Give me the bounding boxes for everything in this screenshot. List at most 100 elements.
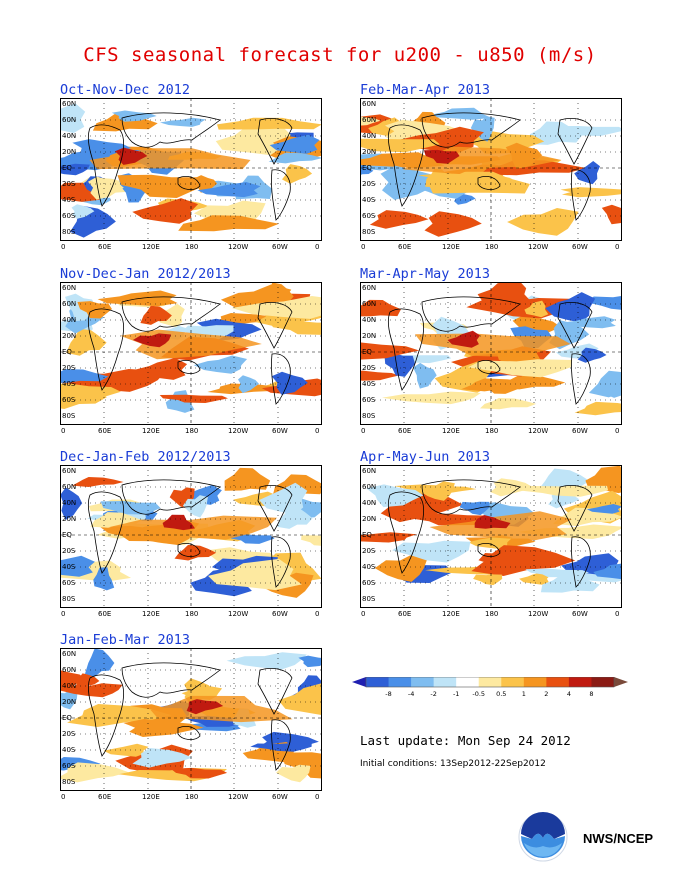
lat-label: 40N (62, 499, 77, 507)
coastline (271, 353, 291, 405)
positive-anomaly-region (231, 296, 322, 319)
lat-label: 60N (62, 100, 77, 108)
lat-label: 40N (62, 132, 77, 140)
positive-anomaly-region (60, 384, 107, 409)
positive-anomaly-region (117, 174, 207, 198)
negative-anomaly-region (226, 652, 307, 670)
lon-label: 0 (61, 610, 66, 618)
lon-label: 60W (272, 243, 288, 251)
lon-label: 180 (485, 427, 499, 435)
lon-label: 120W (528, 427, 549, 435)
lat-label: EQ (362, 348, 372, 356)
lat-label: 20S (362, 180, 376, 188)
initial-conditions-text: Initial conditions: 13Sep2012-22Sep2012 (360, 759, 546, 769)
lon-label: 60E (98, 610, 112, 618)
forecast-panel: Feb-Mar-Apr 2013 60N 60N 40N 20N EQ 20S 40S 60S 8… (360, 82, 630, 257)
positive-anomaly-region (360, 138, 440, 153)
lat-label: 20N (362, 332, 377, 340)
negative-anomaly-region (60, 369, 109, 383)
negative-anomaly-region (228, 534, 275, 544)
lon-label: 0 (361, 243, 366, 251)
lat-label: 60S (362, 579, 376, 587)
coastline (477, 176, 501, 190)
positive-anomaly-region (60, 182, 100, 202)
lat-label: 40S (362, 380, 376, 388)
lat-label: 60S (62, 212, 76, 220)
lat-label: 20N (362, 148, 377, 156)
lat-label: 40N (62, 682, 77, 690)
colorbar-arrow-left (352, 677, 366, 687)
negative-anomaly-region (60, 103, 86, 133)
positive-anomaly-region (140, 305, 172, 325)
lat-label: 60N (362, 100, 377, 108)
lat-label: 60N (362, 483, 377, 491)
positive-anomaly-region (132, 198, 199, 224)
lon-label: 180 (185, 427, 199, 435)
noaa-logo (518, 812, 568, 862)
positive-anomaly-region (374, 554, 428, 582)
positive-anomaly-region (360, 116, 381, 126)
positive-anomaly-region (478, 552, 534, 571)
negative-anomaly-region (586, 504, 622, 514)
negative-anomaly-region (392, 540, 471, 563)
positive-anomaly-region (278, 683, 322, 716)
positive-anomaly-region (524, 300, 549, 318)
negative-anomaly-region (71, 204, 95, 219)
positive-anomaly-region (217, 117, 322, 130)
lon-label: 0 (615, 610, 620, 618)
anomaly-map (360, 98, 622, 241)
positive-anomaly-region (224, 467, 271, 491)
negative-anomaly-region (433, 107, 492, 120)
lon-label: 60W (272, 793, 288, 801)
coastline (87, 674, 124, 757)
lon-label: 60W (572, 243, 588, 251)
positive-anomaly-region (428, 171, 530, 194)
coastline (87, 491, 124, 574)
last-update-text: Last update: Mon Sep 24 2012 (360, 733, 571, 748)
lon-label: 120W (228, 793, 249, 801)
lat-label: 60N (62, 467, 77, 475)
map-frame (60, 465, 322, 608)
forecast-panel: Jan-Feb-Mar 2013 60N 60N 40N 20N EQ 20S 40S 60S 8… (60, 632, 330, 807)
lat-label: 60N (362, 284, 377, 292)
panel-title: Mar-Apr-May 2013 (360, 266, 491, 282)
lon-label: 120E (442, 427, 460, 435)
lat-label: 80S (62, 778, 76, 786)
negative-anomaly-region (93, 567, 115, 591)
tropical-core (423, 149, 460, 164)
lat-label: 80S (62, 412, 76, 420)
lat-label: 40S (62, 563, 76, 571)
lat-label: 60S (62, 396, 76, 404)
lat-label: 20N (62, 148, 77, 156)
coastline (121, 479, 221, 515)
lat-label: EQ (62, 714, 72, 722)
lon-label: 180 (485, 610, 499, 618)
lat-label: EQ (362, 164, 372, 172)
tropical-core (186, 699, 224, 715)
lat-label: 20N (62, 332, 77, 340)
colorbar-tick-label: 8 (589, 690, 593, 698)
forecast-panel: Nov-Dec-Jan 2012/2013 60N 60N 40N 20N EQ 20S 40… (60, 266, 330, 441)
positive-anomaly-region (560, 187, 622, 198)
positive-anomaly-region (468, 534, 513, 549)
lat-label: 20S (62, 730, 76, 738)
negative-anomaly-region (259, 482, 308, 515)
lat-label: 40S (62, 746, 76, 754)
negative-anomaly-region (528, 121, 583, 145)
positive-anomaly-region (507, 208, 579, 236)
negative-anomaly-region (238, 375, 259, 394)
panel-title: Jan-Feb-Mar 2013 (60, 632, 191, 648)
negative-anomaly-region (593, 563, 622, 580)
lat-label: 40N (62, 316, 77, 324)
colorbar: -8 -4 -2 -1 -0.5 0.5 1 2 4 8 (352, 676, 628, 701)
positive-anomaly-region (473, 574, 503, 586)
coastline (271, 536, 291, 588)
coastline (87, 124, 124, 207)
colorbar-swatch (591, 677, 615, 687)
lon-label: 120W (228, 243, 249, 251)
coastline (121, 112, 221, 148)
lon-label: 60W (272, 427, 288, 435)
negative-anomaly-region (298, 655, 322, 668)
coastline (271, 169, 291, 221)
colorbar-swatch (433, 677, 457, 687)
